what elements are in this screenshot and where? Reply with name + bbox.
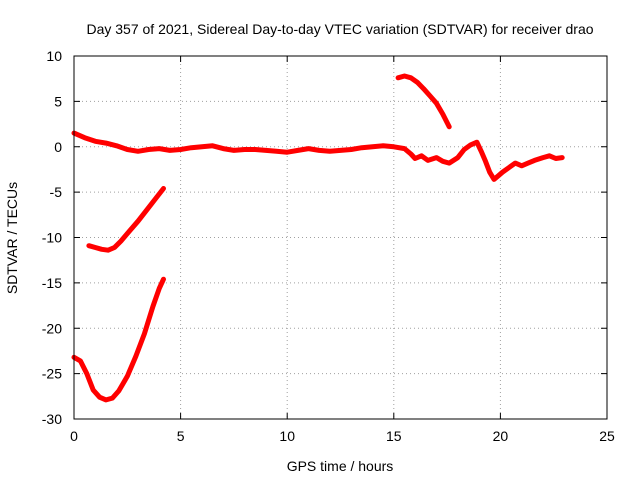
y-tick-label: -20 <box>42 320 62 336</box>
x-tick-label: 25 <box>599 428 615 444</box>
y-tick-label: 5 <box>54 93 62 109</box>
chart-title: Day 357 of 2021, Sidereal Day-to-day VTE… <box>86 21 593 37</box>
series-line-main <box>71 130 565 182</box>
x-tick-label: 10 <box>279 428 295 444</box>
series-layer <box>71 73 565 403</box>
y-tick-label: 0 <box>54 139 62 155</box>
y-tick-label: -25 <box>42 366 62 382</box>
x-tick-label: 20 <box>493 428 509 444</box>
series-line-upper-right <box>395 73 452 130</box>
series-line-lower-left <box>71 276 166 403</box>
y-tick-label: -30 <box>42 411 62 427</box>
y-axis-title: SDTVAR / TECUs <box>4 182 20 294</box>
y-tick-label: -5 <box>50 184 63 200</box>
x-tick-label: 0 <box>70 428 78 444</box>
plot-frame <box>73 55 608 420</box>
y-tick-label: -10 <box>42 230 62 246</box>
grid-layer <box>74 56 607 419</box>
y-tick-label: 10 <box>46 48 62 64</box>
y-tick-label: -15 <box>42 275 62 291</box>
x-axis-title: GPS time / hours <box>287 458 394 474</box>
x-tick-label: 15 <box>386 428 402 444</box>
x-tick-label: 5 <box>177 428 185 444</box>
series-line-mid-left <box>86 186 166 253</box>
tick-layer: 0 5 10 15 20 25 10 5 0 -5 -10 -15 -20 -25 -30 <box>42 48 615 444</box>
